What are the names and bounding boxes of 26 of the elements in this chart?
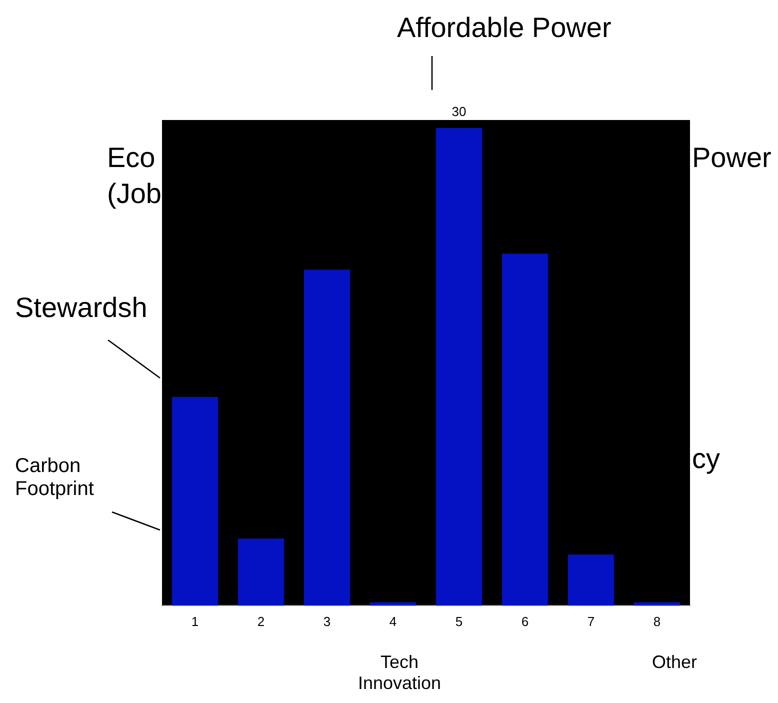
x-tick-label: 4 (389, 614, 397, 629)
bar (502, 254, 548, 606)
x-tick-label: 1 (191, 614, 199, 629)
text: Power (692, 142, 772, 174)
bar (568, 554, 614, 606)
x-tick-label: 3 (323, 614, 331, 629)
text: Affordable Power (397, 12, 612, 44)
text: Eco (107, 142, 156, 174)
data-label: 30 (452, 104, 466, 120)
bar (238, 538, 284, 606)
text: (Job (107, 178, 162, 210)
text: Tech Innovation (358, 652, 442, 694)
bar (634, 602, 680, 606)
text: Stewardsh (15, 292, 148, 324)
bar (436, 128, 482, 606)
x-tick-label: 5 (455, 614, 463, 629)
bar (370, 602, 416, 606)
x-tick-label: 8 (653, 614, 661, 629)
bar (304, 270, 350, 606)
x-tick-label: 2 (257, 614, 265, 629)
text: Other (652, 652, 698, 673)
x-tick-label: 6 (521, 614, 529, 629)
text: cy (692, 443, 720, 476)
x-tick-label: 7 (587, 614, 595, 629)
bar (172, 396, 218, 606)
text: Carbon Footprint (15, 455, 94, 501)
